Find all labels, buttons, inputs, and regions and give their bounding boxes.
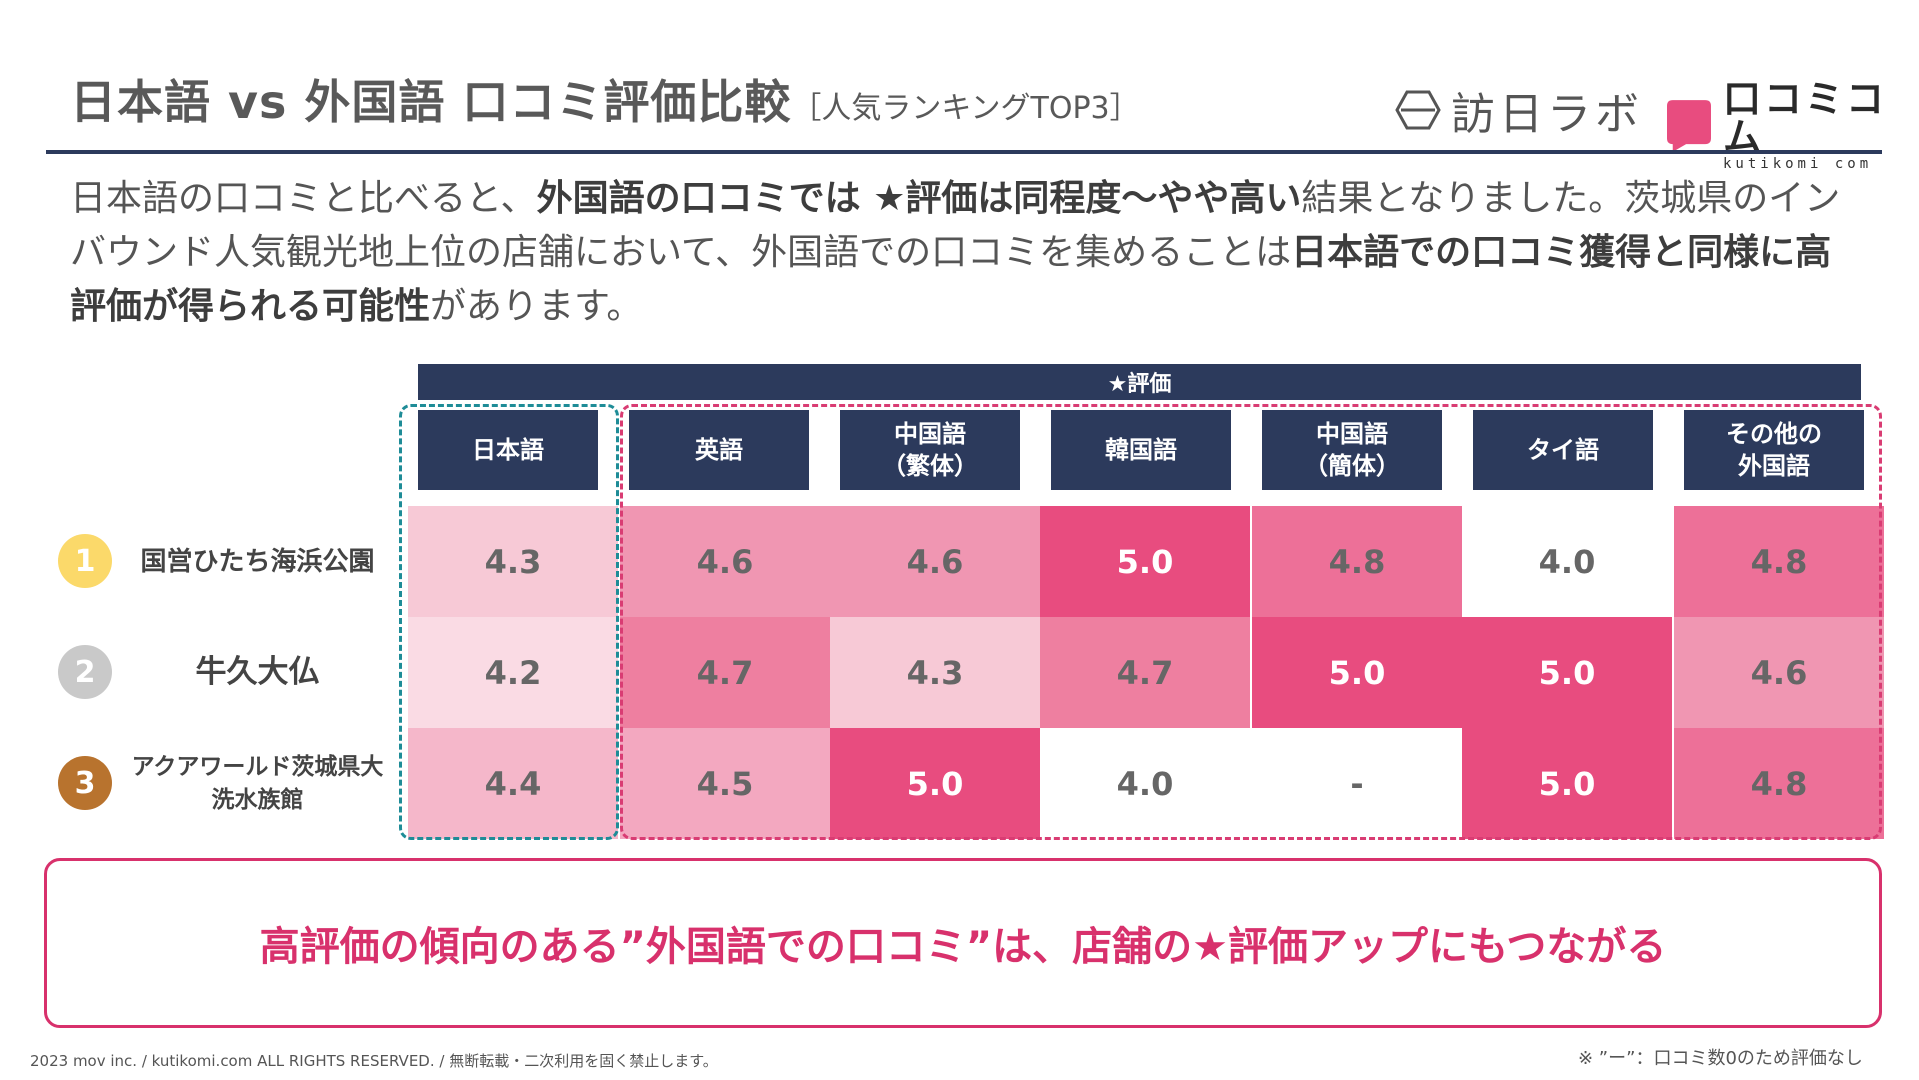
- intro-paragraph: 日本語の口コミと比べると、外国語の口コミでは ★評価は同程度〜やや高い結果となり…: [70, 172, 1850, 334]
- title-text: 日本語 vs 外国語 口コミ評価比較: [70, 75, 792, 129]
- rating-cell: 4.3: [830, 617, 1040, 728]
- rating-cell: 4.7: [620, 617, 830, 728]
- column-header: タイ語: [1473, 410, 1653, 490]
- rating-cell: 4.6: [1674, 617, 1884, 728]
- column-header: 日本語: [418, 410, 598, 490]
- rating-cell: 4.7: [1040, 617, 1250, 728]
- rating-cell: 4.2: [408, 617, 618, 728]
- rating-cell: 4.8: [1674, 728, 1884, 839]
- rating-cell: 4.6: [830, 506, 1040, 617]
- intro-text-2: 結果となりました。茨城県のインバウンド人気観光地上位の店舗において、外国語での口…: [70, 178, 1841, 273]
- conclusion-box: 高評価の傾向のある”外国語での口コミ”は、店舗の★評価アップにもつながる: [44, 858, 1882, 1028]
- column-header: 韓国語: [1051, 410, 1231, 490]
- hexagon-logo-icon: [1395, 90, 1441, 130]
- rating-cell: 4.3: [408, 506, 618, 617]
- column-header: その他の 外国語: [1684, 410, 1864, 490]
- kutikomi-logo-subtext: kutikomi com: [1722, 156, 1873, 172]
- japanese-column-frame: [399, 404, 619, 840]
- rating-cell: 4.8: [1252, 506, 1462, 617]
- place-name: 牛久大仏: [195, 654, 320, 690]
- rating-cell: 4.5: [620, 728, 830, 839]
- rank-badge: 1: [58, 534, 112, 588]
- intro-bold-1: 外国語の口コミでは ★評価は同程度〜やや高い: [536, 178, 1302, 219]
- rating-cell: 4.0: [1462, 506, 1672, 617]
- intro-text-1: 日本語の口コミと比べると、: [70, 178, 537, 219]
- rating-cell: 5.0: [1462, 617, 1672, 728]
- rating-cell: 4.4: [408, 728, 618, 839]
- title-subtitle: ［人気ランキングTOP3］: [791, 91, 1140, 126]
- star-rating-header: ★評価: [418, 364, 1861, 400]
- foreign-columns-frame: [620, 404, 1882, 840]
- page-title: 日本語 vs 外国語 口コミ評価比較［人気ランキングTOP3］: [70, 66, 1140, 132]
- rating-cell: -: [1252, 728, 1462, 839]
- houjitsu-labo-logo-text: 訪日ラボ: [1451, 89, 1643, 140]
- column-header: 中国語 （簡体）: [1262, 410, 1442, 490]
- rating-cell: 4.6: [620, 506, 830, 617]
- rating-cell: 4.8: [1674, 506, 1884, 617]
- rating-cell: 5.0: [1252, 617, 1462, 728]
- speech-bubble-icon: [1667, 100, 1711, 152]
- rank-badge: 3: [58, 756, 112, 810]
- conclusion-text: 高評価の傾向のある”外国語での口コミ”は、店舗の★評価アップにもつながる: [259, 924, 1667, 970]
- place-name: アクアワールド茨城県大洗水族館: [131, 753, 384, 813]
- header-divider: [46, 150, 1882, 154]
- rating-cell: 5.0: [1040, 506, 1250, 617]
- column-header: 中国語 （繁体）: [840, 410, 1020, 490]
- rating-cell: 5.0: [830, 728, 1040, 839]
- kutikomi-logo-text: 口コミコム: [1722, 77, 1887, 159]
- kutikomi-logo: 口コミコム kutikomi com: [1667, 80, 1919, 172]
- place-name: 国営ひたち海浜公園: [140, 546, 375, 577]
- intro-text-3: があります。: [430, 286, 643, 327]
- rating-cell: 5.0: [1462, 728, 1672, 839]
- rank-badge: 2: [58, 645, 112, 699]
- column-header: 英語: [629, 410, 809, 490]
- rating-cell: 4.0: [1040, 728, 1250, 839]
- footnote: ※ ”ー”：口コミ数0のため評価なし: [1578, 1048, 1863, 1069]
- intro-bold-2: 日本語での口コミ獲得と同様に高評価が得られる可能性: [70, 232, 1832, 327]
- houjitsu-labo-logo: 訪日ラボ: [1395, 78, 1643, 142]
- copyright: 2023 mov inc. / kutikomi.com ALL RIGHTS …: [30, 1052, 718, 1070]
